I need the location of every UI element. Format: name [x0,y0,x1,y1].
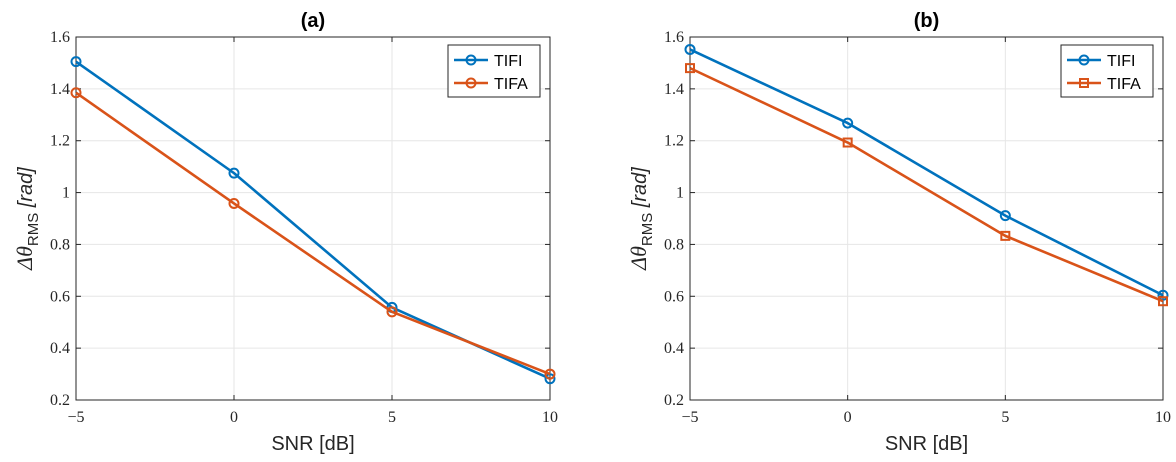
data-point-tifa [842,137,853,148]
legend-box [1060,44,1154,98]
chart-title: (b) [914,10,940,32]
y-tick-label: 1.2 [50,133,70,150]
legend-label: TIFA [494,76,528,93]
y-tick-label: 1.4 [664,81,684,98]
y-tick-label: 0.2 [664,392,684,409]
y-axis-label-unit: [rad] [629,167,651,213]
legend-marker-circle [465,77,477,89]
plot-frame [75,36,551,401]
y-tick-label: 0.6 [50,288,70,305]
x-tick-label: 5 [388,409,396,426]
x-axis-label: SNR [dB] [271,433,354,455]
x-tick-label: −5 [67,409,84,426]
series-line-tifi [689,48,1164,297]
legend-marker-square [1079,78,1089,88]
y-tick-label: 1.2 [664,133,684,150]
data-point-tifa [386,306,398,318]
chart-panel-a: −5 0 5 10 0.2 0.4 0.6 0.8 1 1.2 1.4 1.6 (a) SNR [dB] Δ… [12,10,558,455]
x-tick-label: 0 [230,409,238,426]
x-tick-label: −5 [681,409,698,426]
series-line-tifa [75,91,551,376]
legend-marker-circle [1078,54,1090,66]
data-point-tifi [1157,289,1169,301]
legend-marker-circle [465,54,477,66]
series-line-tifi [75,60,551,380]
data-point-tifa [1000,230,1011,241]
legend-box [447,44,541,98]
y-axis-label-subscript: RMS [25,213,42,246]
y-axis-label-symbol: Δθ [626,246,651,271]
x-tick-label: 10 [542,409,558,426]
data-point-tifi [228,167,240,179]
data-point-tifi [684,43,696,55]
data-point-tifi [999,210,1011,222]
y-tick-label: 1 [62,185,70,202]
x-tick-label: 5 [1001,409,1009,426]
legend: TIFI TIFA [447,44,541,98]
data-point-tifa [685,63,695,74]
legend-label: TIFA [1107,76,1141,93]
y-axis-label: ΔθRMS [rad] [626,167,656,271]
x-axis-label: SNR [dB] [885,433,968,455]
y-tick-label: 0.4 [50,340,70,357]
y-tick-label: 1.6 [50,29,70,46]
data-point-tifa [544,368,556,380]
plot-frame [689,36,1164,401]
y-tick-label: 0.6 [664,288,684,305]
y-axis-label: ΔθRMS [rad] [12,167,42,271]
y-tick-label: 0.8 [50,236,70,253]
y-tick-label: 1 [676,185,684,202]
x-tick-label: 10 [1155,409,1171,426]
series-line-tifa [689,66,1164,303]
y-tick-label: 0.2 [50,392,70,409]
y-axis-label-symbol: Δθ [12,246,37,271]
data-point-tifa [70,87,82,99]
x-tick-label: 0 [844,409,852,426]
y-tick-label: 0.8 [664,236,684,253]
data-point-tifa [228,197,240,209]
y-tick-label: 0.4 [664,340,684,357]
y-tick-label: 1.6 [664,29,684,46]
data-point-tifa [1158,296,1168,307]
data-point-tifi [70,56,82,68]
legend-label: TIFI [494,53,522,70]
data-point-tifi [842,117,854,129]
chart-title: (a) [301,10,325,32]
data-point-tifi [544,373,556,385]
legend-label: TIFI [1107,53,1135,70]
y-axis-label-unit: [rad] [15,167,37,213]
y-tick-label: 1.4 [50,81,70,98]
legend: TIFI TIFA [1060,44,1154,98]
y-axis-label-subscript: RMS [639,213,656,246]
chart-panel-b: −5 0 5 10 0.2 0.4 0.6 0.8 1 1.2 1.4 1.6 (b) SNR [dB] Δ… [626,10,1171,455]
